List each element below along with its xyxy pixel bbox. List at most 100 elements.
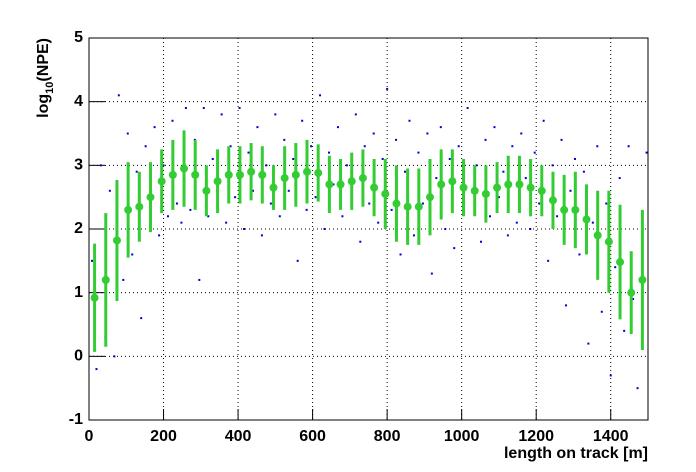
scatter-point <box>251 189 254 192</box>
profile-point <box>560 205 569 214</box>
profile-point <box>191 170 200 179</box>
scatter-point <box>314 196 317 199</box>
scatter-point <box>198 278 201 281</box>
scatter-point <box>162 164 165 167</box>
profile-point <box>124 205 133 214</box>
scatter-point <box>167 215 170 218</box>
scatter-point <box>305 208 308 211</box>
plot-frame <box>88 37 649 421</box>
scatter-point <box>99 164 102 167</box>
scatter-point <box>596 145 599 148</box>
scatter-point <box>287 189 290 192</box>
scatter-point <box>421 202 424 205</box>
profile-point <box>481 189 490 198</box>
scatter-point <box>636 387 639 390</box>
y-tick-label: 1 <box>74 284 83 301</box>
x-tick-label: 1400 <box>593 428 629 445</box>
scatter-point <box>377 221 380 224</box>
profile-point <box>425 193 434 202</box>
scatter-point <box>207 215 210 218</box>
profile-point <box>336 180 345 189</box>
profile-point <box>347 177 356 186</box>
scatter-point <box>444 228 447 230</box>
scatter-point <box>417 151 420 154</box>
scatter-point <box>430 272 433 275</box>
scatter-point <box>278 215 281 218</box>
profile-point <box>314 168 323 177</box>
scatter-point <box>448 157 451 160</box>
profile-point <box>101 275 110 284</box>
profile-point <box>448 177 457 186</box>
profile-point <box>638 275 647 284</box>
scatter-point <box>457 145 460 148</box>
scatter-point <box>627 145 630 148</box>
profile-point <box>537 186 546 195</box>
scatter-point <box>256 126 259 129</box>
profile-point <box>168 170 177 179</box>
profile-point <box>90 293 99 302</box>
profile-point <box>258 170 267 179</box>
scatter-point <box>283 138 286 141</box>
profile-point <box>269 183 278 192</box>
scatter-point <box>609 374 612 377</box>
scatter-point <box>395 138 398 141</box>
y-axis-label: log10(NPE) <box>35 38 56 118</box>
scatter-point <box>247 151 250 154</box>
scatter-point <box>466 107 469 110</box>
y-label-part: log <box>35 94 52 118</box>
profile-point <box>370 183 379 192</box>
scatter-point <box>269 202 272 205</box>
scatter-point <box>310 145 313 148</box>
profile-point <box>247 167 256 176</box>
y-tick-label: 4 <box>74 93 83 110</box>
scatter-point <box>488 215 491 218</box>
scatter-point <box>502 170 505 173</box>
scatter-point <box>171 119 174 122</box>
scatter-point <box>533 151 536 154</box>
scatter-point <box>202 107 205 110</box>
scatter-point <box>229 145 232 148</box>
scatter-point <box>453 247 456 250</box>
scatter-point <box>153 126 156 129</box>
scatter-point <box>131 253 134 256</box>
y-tick-label: 2 <box>74 220 83 237</box>
scatter-point <box>220 113 223 116</box>
scatter-point <box>475 164 478 167</box>
profile-point <box>135 202 144 211</box>
scatter-point <box>618 177 621 180</box>
scatter-point <box>582 170 585 173</box>
scatter-point <box>117 94 120 97</box>
scatter-point <box>122 278 125 281</box>
profile-point <box>515 180 524 189</box>
scatter-point <box>238 107 241 110</box>
scatter-point <box>605 202 608 205</box>
x-axis-label: length on track [m] <box>504 445 648 462</box>
profile-point <box>325 180 334 189</box>
scatter-point <box>493 126 496 129</box>
scatter-point <box>144 145 147 148</box>
profile-point <box>571 205 580 214</box>
scatter-point <box>511 145 514 148</box>
profile-point <box>280 174 289 183</box>
scatter-point <box>175 202 178 205</box>
y-label-sub: 10 <box>44 82 56 94</box>
x-tick-label: 400 <box>225 428 252 445</box>
scatter-point <box>569 189 572 192</box>
scatter-point <box>323 228 326 230</box>
scatter-point <box>140 317 143 320</box>
profile-point <box>381 189 390 198</box>
profile-point <box>303 167 312 176</box>
scatter-point <box>573 157 576 160</box>
scatter-point <box>439 126 442 129</box>
profile-point <box>403 202 412 211</box>
scatter-point <box>135 170 138 173</box>
scatter-point <box>368 202 371 205</box>
y-tick-label: 5 <box>74 29 83 46</box>
scatter-point <box>551 164 554 167</box>
x-tick-label: 0 <box>85 428 94 445</box>
profile-point <box>146 193 155 202</box>
profile-point <box>112 236 121 245</box>
x-tick-label: 1200 <box>518 428 554 445</box>
scatter-point <box>529 228 532 230</box>
scatter-point <box>158 234 161 237</box>
